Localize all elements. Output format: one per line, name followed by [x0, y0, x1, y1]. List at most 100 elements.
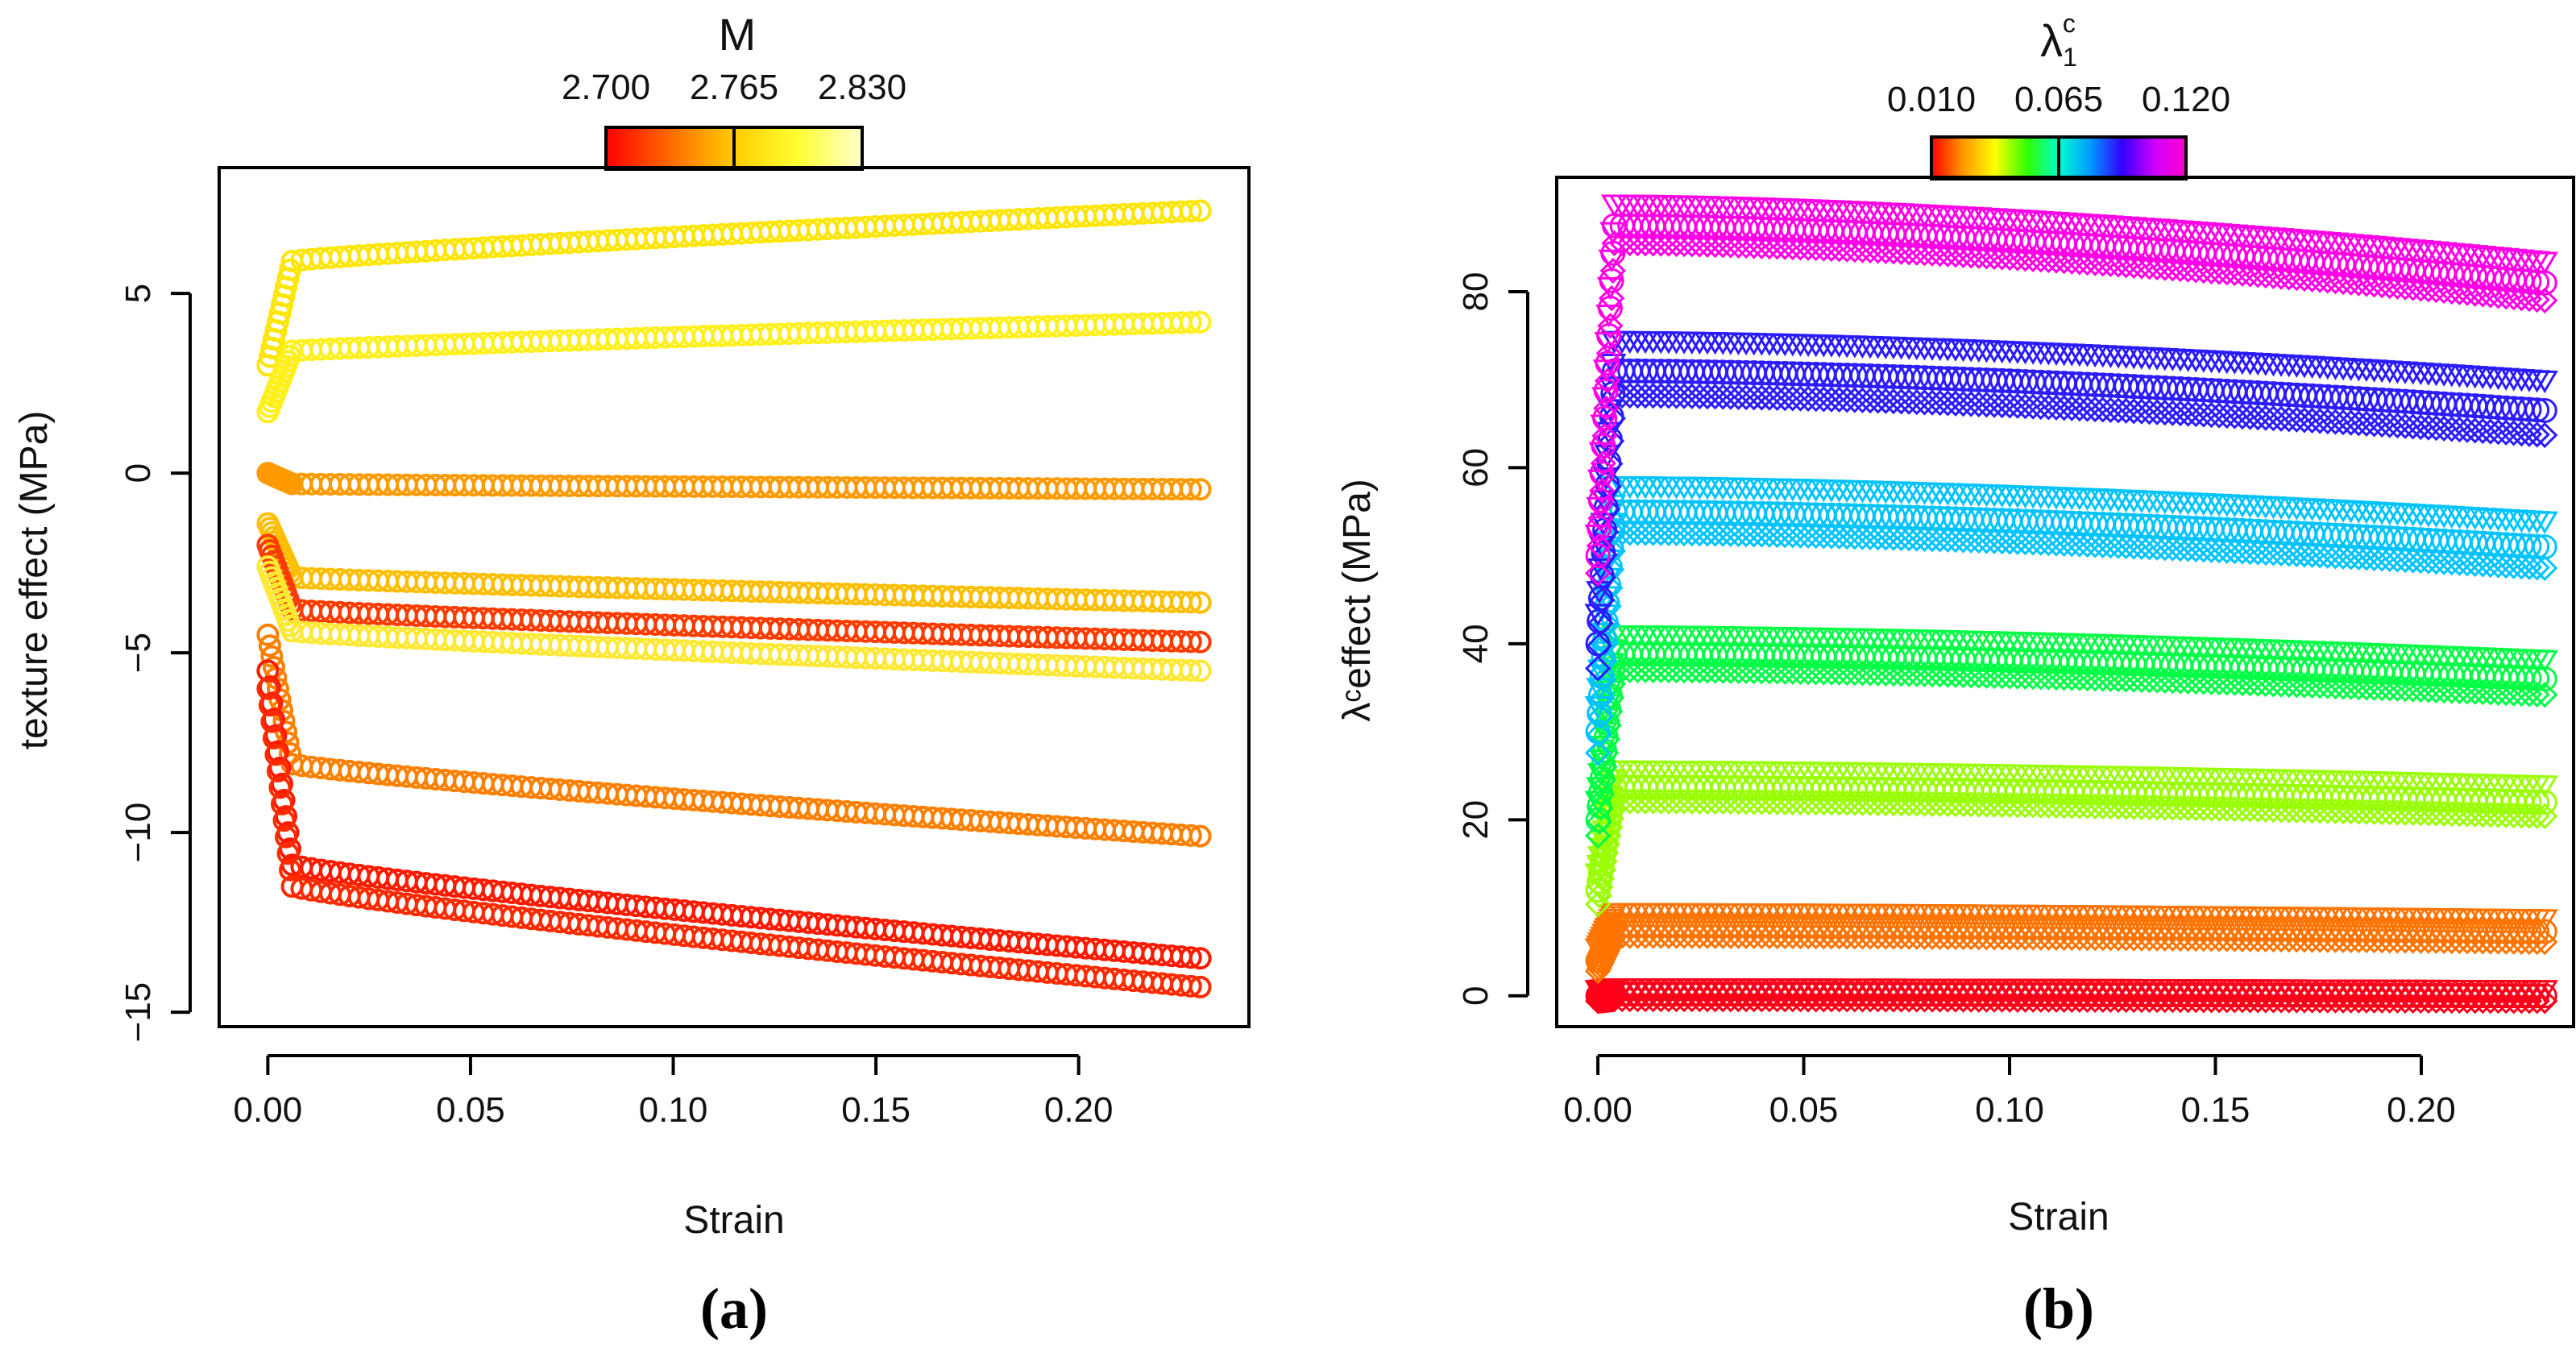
data-point — [1584, 791, 1612, 814]
data-point — [279, 858, 302, 882]
data-point — [1709, 332, 1736, 355]
data-point — [2524, 286, 2550, 313]
panel-b-lambda-effect: λ1c 0.010 0.065 0.120 0.00 0.05 0.10 0.15 0.… — [1336, 9, 2575, 1341]
data-point — [2508, 554, 2535, 580]
data-points-b — [1584, 194, 2558, 1015]
data-point — [2531, 909, 2558, 932]
data-point — [2089, 532, 2116, 558]
data-point — [1779, 479, 1807, 502]
data-point — [2531, 980, 2558, 1003]
data-point — [1709, 196, 1736, 220]
data-point — [1756, 478, 1783, 501]
data-point — [2493, 552, 2520, 579]
y-tick-label: 5 — [118, 284, 158, 303]
series-M3 — [256, 462, 1212, 501]
data-point — [1833, 335, 1860, 359]
data-point — [258, 694, 281, 717]
data-point — [1811, 523, 1837, 550]
data-point — [1818, 790, 1845, 816]
data-point — [260, 710, 284, 733]
data-point — [1811, 789, 1837, 816]
data-point — [2245, 405, 2271, 431]
data-point — [256, 677, 280, 700]
data-point — [1188, 199, 1212, 222]
data-point — [2524, 554, 2550, 581]
data-point — [2346, 799, 2372, 825]
data-point — [2361, 799, 2387, 825]
data-point — [1880, 790, 1907, 817]
data-point — [2531, 370, 2558, 394]
data-point — [2267, 264, 2295, 290]
data-point — [1632, 788, 1659, 815]
data-point — [1632, 194, 1659, 218]
data-point — [1702, 332, 1729, 355]
data-point — [1586, 633, 1612, 659]
data-point — [1678, 520, 1705, 547]
data-point — [1694, 477, 1721, 500]
data-point — [2229, 538, 2256, 565]
data-point — [2485, 552, 2512, 579]
data-point — [1647, 476, 1674, 500]
data-point — [2477, 282, 2503, 309]
data-point — [1586, 533, 1612, 559]
data-point — [1702, 384, 1728, 410]
data-point — [2531, 251, 2558, 275]
data-point — [1919, 791, 1946, 817]
data-point — [2027, 529, 2054, 556]
data-point — [2516, 554, 2543, 580]
data-point — [1740, 789, 1767, 815]
data-point — [2291, 407, 2318, 434]
data-point — [1950, 390, 1977, 417]
data-point — [1586, 808, 1612, 835]
data-point — [268, 776, 292, 799]
data-point — [1880, 481, 1907, 504]
data-point — [1616, 194, 1644, 218]
data-point — [1599, 257, 1626, 284]
data-point — [1179, 824, 1202, 847]
data-point — [1671, 788, 1698, 815]
data-point — [2059, 793, 2085, 820]
data-point — [1787, 522, 1814, 549]
data-point — [1600, 194, 1628, 218]
data-point — [2252, 539, 2279, 566]
data-point — [1616, 330, 1644, 355]
x-axis-title-b: Strain — [2008, 1196, 2109, 1239]
data-point — [1732, 384, 1760, 411]
data-point — [1810, 479, 1837, 503]
data-point — [1779, 385, 1806, 412]
data-point — [2408, 413, 2434, 441]
data-point — [1686, 476, 1714, 500]
data-point — [2151, 535, 2178, 562]
data-point — [1826, 523, 1852, 550]
data-point — [2012, 393, 2039, 420]
data-point — [2245, 796, 2271, 823]
data-point — [2532, 988, 2558, 1015]
data-point — [1188, 824, 1212, 848]
data-point — [2159, 795, 2186, 821]
data-point — [1856, 790, 1884, 816]
data-point — [1702, 196, 1729, 219]
data-point — [2446, 550, 2473, 576]
data-point — [1911, 389, 1938, 416]
data-point — [1748, 521, 1775, 548]
data-point — [1787, 789, 1814, 815]
data-point — [2020, 792, 2047, 819]
data-point — [2532, 789, 2557, 815]
data-point — [2221, 403, 2248, 430]
series-M6 — [256, 555, 1212, 683]
series-M8 — [256, 659, 1212, 970]
data-point — [2400, 799, 2426, 827]
data-point — [2143, 399, 2171, 425]
data-point — [2183, 536, 2209, 562]
data-point — [1662, 195, 1690, 218]
data-point — [2121, 794, 2147, 820]
data-point — [2190, 795, 2217, 822]
data-point — [275, 825, 298, 849]
data-point — [1670, 195, 1698, 218]
data-point — [1632, 520, 1659, 546]
data-point — [1802, 789, 1829, 816]
data-point — [2485, 419, 2512, 446]
data-point — [1802, 386, 1829, 413]
data-point — [2400, 547, 2426, 574]
data-point — [2267, 540, 2295, 567]
